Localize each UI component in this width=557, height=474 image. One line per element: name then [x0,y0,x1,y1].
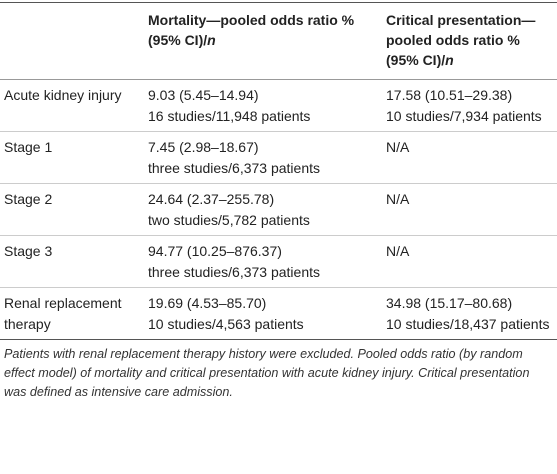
cell-line: three studies/6,373 patients [148,160,321,176]
cell-line: 9.03 (5.45–14.94) [148,87,259,103]
cell-line: two studies/5,782 patients [148,212,310,228]
table-row: Renal replacement therapy 19.69 (4.53–85.… [0,288,557,340]
table-row: Stage 1 7.45 (2.98–18.67) three studies/6,… [0,131,557,184]
cell-line: 10 studies/18,437 patients [386,316,550,332]
row-label: Stage 1 [0,131,144,184]
header-italic: n [445,52,454,68]
critical-cell: N/A [382,183,557,236]
critical-cell: N/A [382,131,557,184]
header-italic: n [207,32,216,48]
cell-line: 19.69 (4.53–85.70) [148,295,267,311]
critical-cell: 34.98 (15.17–80.68) 10 studies/18,437 pat… [382,288,557,340]
row-label: Stage 3 [0,235,144,288]
cell-line: 17.58 (10.51–29.38) [386,87,513,103]
row-label: Stage 2 [0,183,144,236]
critical-cell: N/A [382,235,557,288]
data-table: Mortality—pooled odds ratio % (95% CI)/n… [0,2,557,340]
row-label: Acute kidney injury [0,79,144,132]
cell-line: 10 studies/4,563 patients [148,316,304,332]
cell-line: 34.98 (15.17–80.68) [386,295,513,311]
mortality-cell: 94.77 (10.25–876.37) three studies/6,373 … [144,235,382,288]
mortality-cell: 19.69 (4.53–85.70) 10 studies/4,563 patie… [144,288,382,340]
header-cell-empty [0,2,144,80]
cell-line: three studies/6,373 patients [148,264,321,280]
cell-line: 16 studies/11,948 patients [148,108,311,124]
cell-line: N/A [386,243,410,259]
header-cell: Critical presentation—pooled odds ratio … [382,2,557,80]
cell-line: 10 studies/7,934 patients [386,108,542,124]
table-body: Acute kidney injury 9.03 (5.45–14.94) 16 s… [0,79,557,340]
footnote: Patients with renal replacement therapy … [4,347,530,399]
header-text: Critical presentation—pooled odds ratio … [386,12,536,68]
cell-line: N/A [386,139,410,155]
cell-line: 94.77 (10.25–876.37) [148,243,282,259]
cell-line: 24.64 (2.37–255.78) [148,191,275,207]
header-row: Mortality—pooled odds ratio % (95% CI)/n… [0,2,557,80]
row-label: Renal replacement therapy [4,295,122,332]
cell-line: 7.45 (2.98–18.67) [148,139,259,155]
table-head: Mortality—pooled odds ratio % (95% CI)/n… [0,2,557,80]
mortality-cell: 7.45 (2.98–18.67) three studies/6,373 pat… [144,131,382,184]
table-row: Stage 2 24.64 (2.37–255.78) two studies/5,… [0,183,557,236]
critical-cell: 17.58 (10.51–29.38) 10 studies/7,934 pati… [382,79,557,132]
header-text: Mortality—pooled odds ratio % (95% CI)/ [148,12,355,48]
mortality-cell: 24.64 (2.37–255.78) two studies/5,782 pat… [144,183,382,236]
header-cell: Mortality—pooled odds ratio % (95% CI)/n [144,2,382,80]
table-row: Stage 3 94.77 (10.25–876.37) three studies… [0,235,557,288]
mortality-cell: 9.03 (5.45–14.94) 16 studies/11,948 patie… [144,79,382,132]
cell-line: N/A [386,191,410,207]
table-row: Acute kidney injury 9.03 (5.45–14.94) 16 s… [0,79,557,132]
